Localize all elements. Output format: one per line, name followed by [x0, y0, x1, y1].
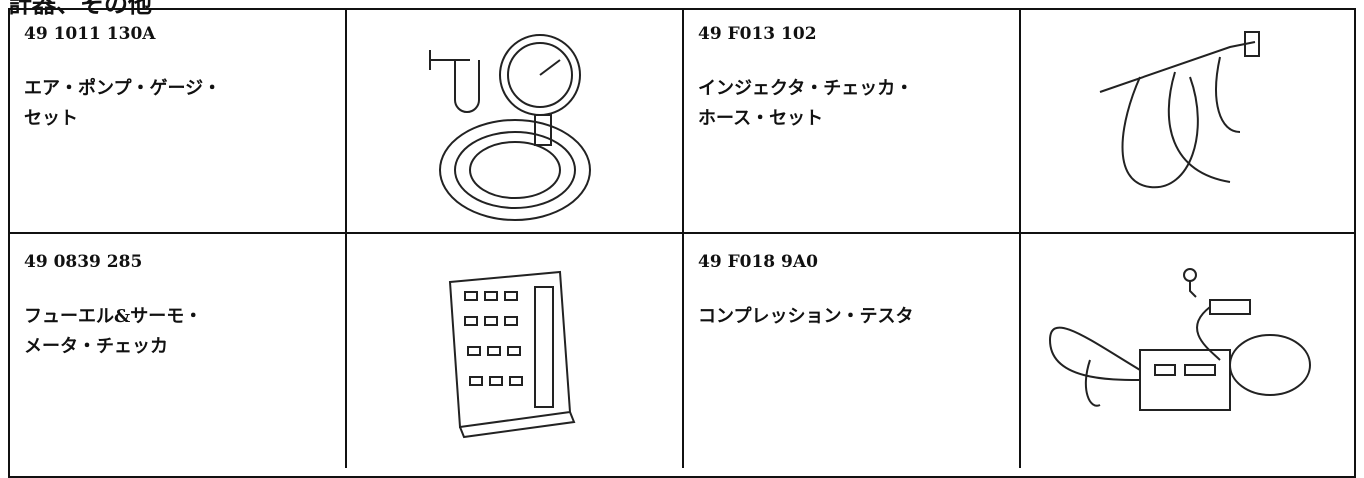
page: 計器、その他 49 1011 130A エア・ポンプ・ゲージ・ セット 49 F0… — [8, 0, 1356, 478]
part-number: 49 F013 102 — [698, 24, 817, 44]
table-rule — [1019, 8, 1021, 468]
name-line: メータ・チェッカ — [24, 336, 168, 357]
checker-illustration — [448, 270, 576, 439]
gauge-illustration — [429, 34, 591, 221]
tool-name: エア・ポンプ・ゲージ・ セット — [24, 74, 344, 134]
name-line: セット — [24, 108, 78, 129]
tool-name: インジェクタ・チェッカ・ ホース・セット — [698, 74, 1018, 134]
tool-cell: 49 F013 102 インジェクタ・チェッカ・ ホース・セット — [698, 24, 1018, 134]
tool-name: コンプレッション・テスタ — [698, 302, 1018, 332]
hose-illustration — [1099, 31, 1260, 189]
tool-cell: 49 0839 285 フューエル&サーモ・ メータ・チェッカ — [24, 252, 344, 362]
tester-illustration — [1048, 268, 1311, 411]
name-line: インジェクタ・チェッカ・ — [698, 78, 914, 99]
part-number: 49 F018 9A0 — [698, 252, 818, 272]
part-number: 49 0839 285 — [24, 252, 143, 272]
table-rule — [8, 232, 1356, 234]
name-line: コンプレッション・テスタ — [698, 306, 914, 327]
table-rule — [682, 8, 684, 468]
part-number: 49 1011 130A — [24, 24, 156, 44]
tool-cell: 49 1011 130A エア・ポンプ・ゲージ・ セット — [24, 24, 344, 134]
table-rule — [345, 8, 347, 468]
tool-name: フューエル&サーモ・ メータ・チェッカ — [24, 302, 344, 362]
tool-cell: 49 F018 9A0 コンプレッション・テスタ — [698, 252, 1018, 332]
name-line: フューエル&サーモ・ — [24, 306, 203, 327]
name-line: ホース・セット — [698, 108, 824, 129]
name-line: エア・ポンプ・ゲージ・ — [24, 78, 222, 99]
